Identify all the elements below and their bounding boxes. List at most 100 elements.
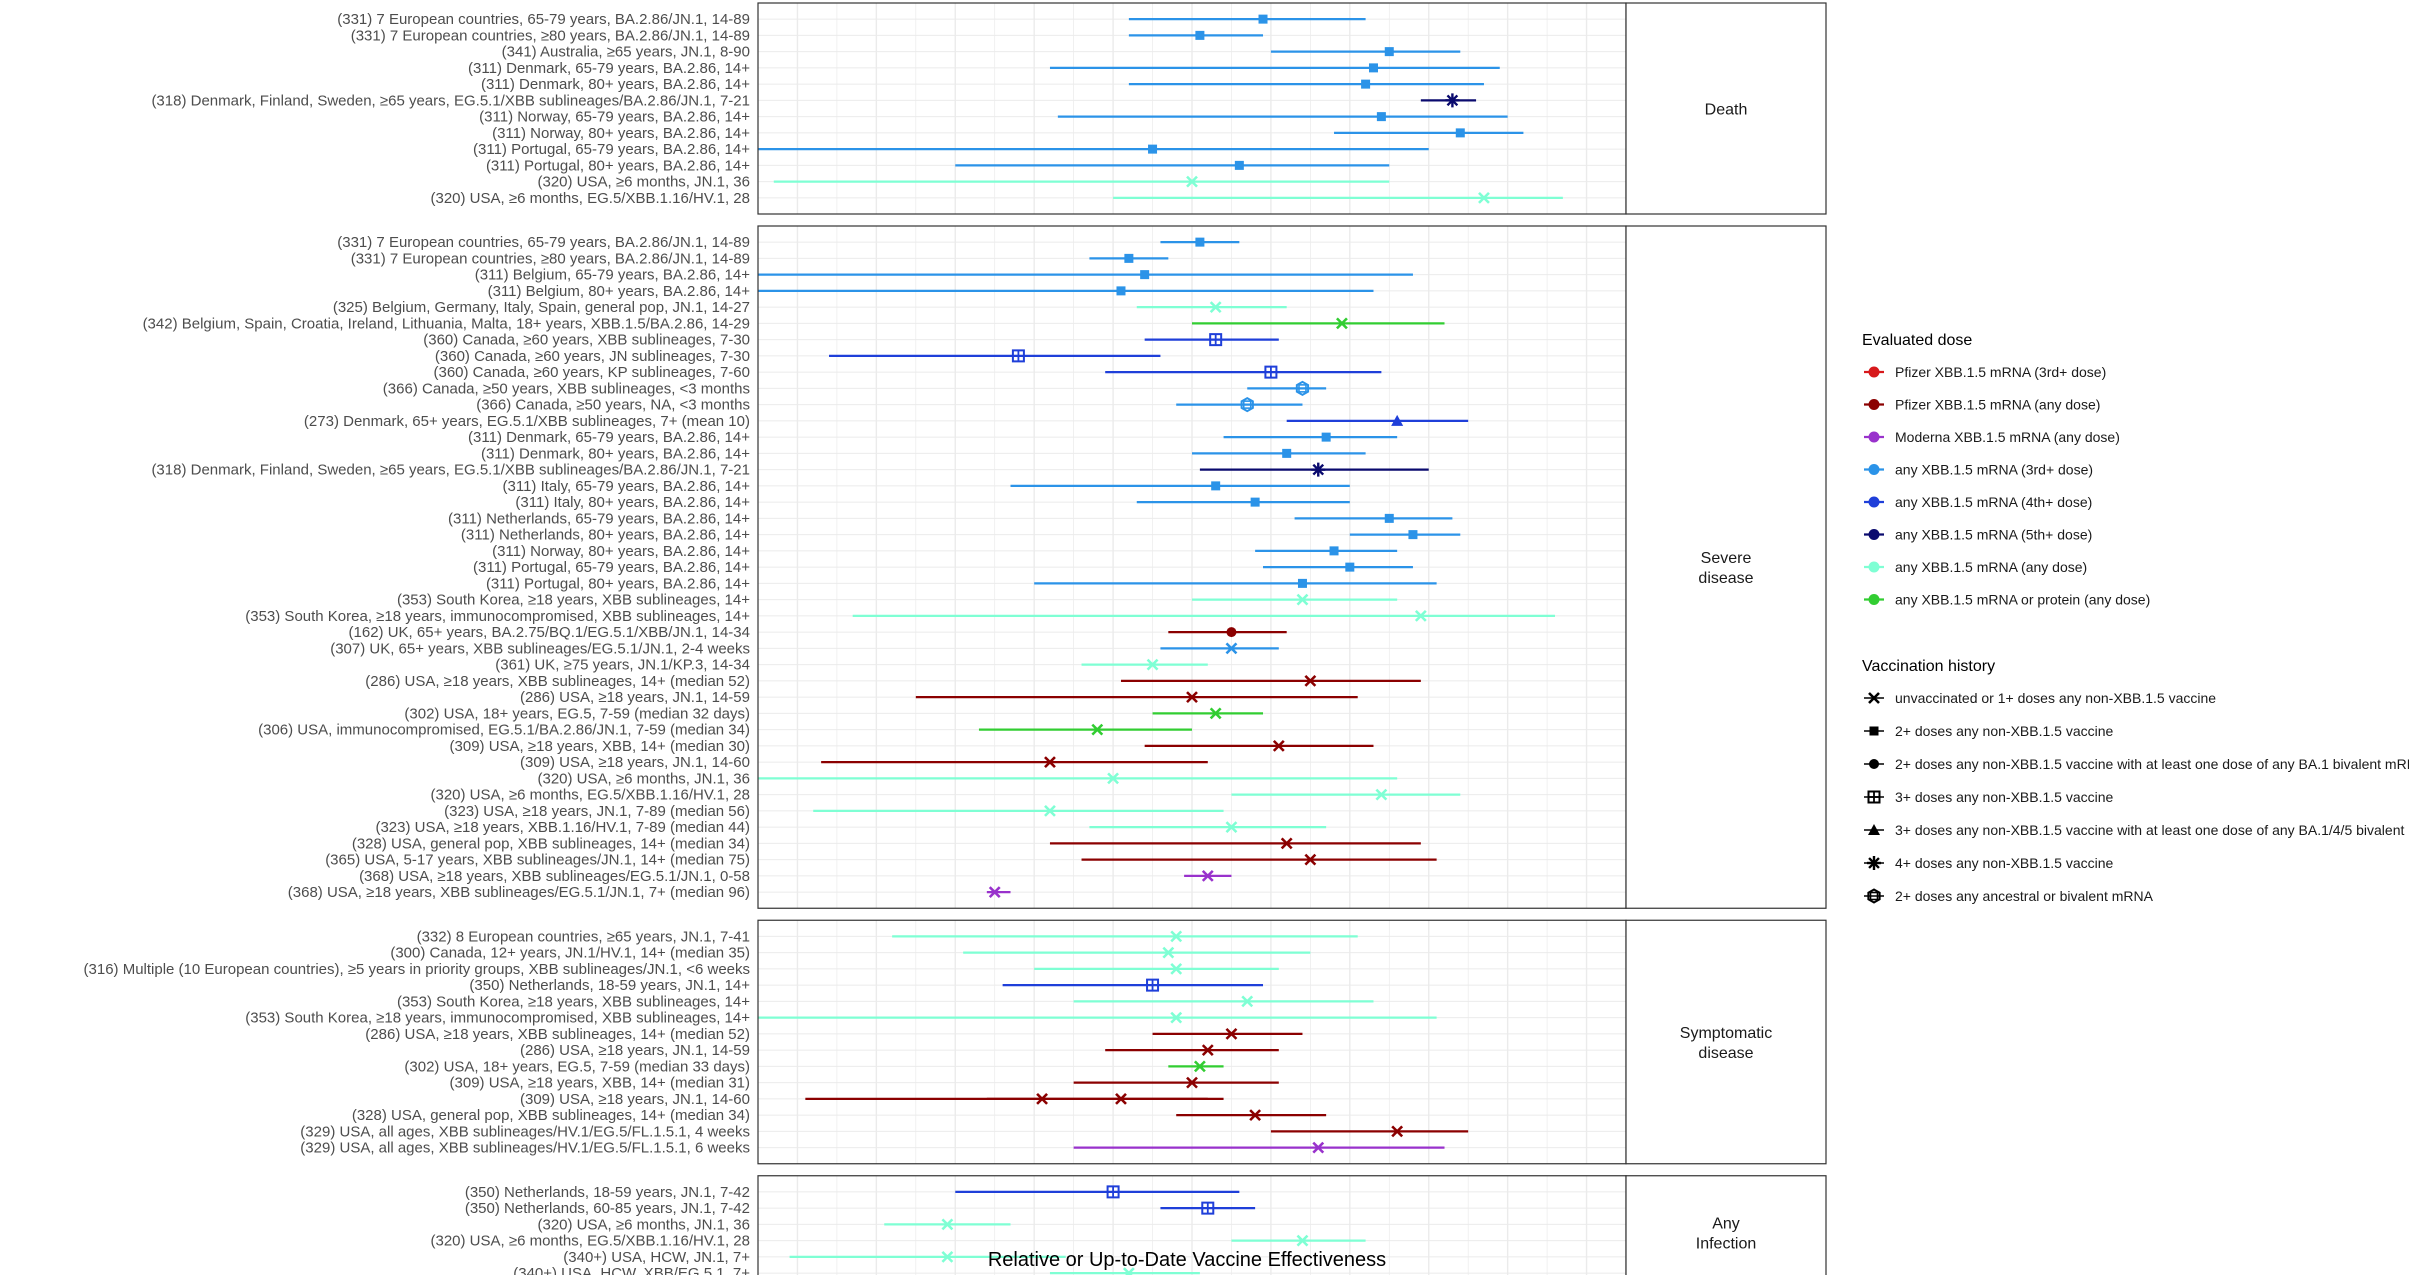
estimate-row: (316) Multiple (10 European countries), …	[84, 961, 1279, 978]
row-label: (311) Norway, 80+ years, BA.2.86, 14+	[492, 543, 750, 560]
facet-label: disease	[1698, 1045, 1753, 1062]
facet-strip	[1625, 919, 1827, 1165]
point-estimate	[1282, 448, 1292, 458]
estimate-row: (360) Canada, ≥60 years, KP sublineages,…	[434, 364, 1382, 381]
point-estimate	[1146, 978, 1160, 992]
row-label: (340+) USA, HCW, JN.1, 7+	[563, 1249, 750, 1266]
point-estimate	[1384, 47, 1394, 57]
estimate-row: (302) USA, 18+ years, EG.5, 7-59 (median…	[404, 705, 1264, 722]
estimate-row: (332) 8 European countries, ≥65 years, J…	[417, 928, 1358, 945]
legend-title-dose: Evaluated dose	[1862, 332, 1972, 349]
estimate-row: (365) USA, 5-17 years, XBB sublineages/J…	[325, 852, 1437, 869]
point-estimate	[1304, 853, 1317, 866]
point-estimate	[1146, 658, 1159, 671]
point-estimate	[1209, 707, 1222, 720]
estimate-row: (331) 7 European countries, 65-79 years,…	[337, 234, 1240, 251]
estimate-row: (318) Denmark, Finland, Sweden, ≥65 year…	[151, 92, 1477, 109]
row-label: (353) South Korea, ≥18 years, immunocomp…	[245, 1010, 750, 1027]
facet-strip	[1625, 2, 1827, 215]
point-estimate	[1361, 79, 1371, 89]
estimate-row: (311) Italy, 65-79 years, BA.2.86, 14+	[503, 478, 1350, 495]
legend-item-dose: any XBB.1.5 mRNA (3rd+ dose)	[1864, 462, 2093, 478]
row-label: (309) USA, ≥18 years, JN.1, 14-60	[520, 1091, 750, 1108]
legend-shape	[1867, 790, 1881, 804]
point-estimate	[1201, 869, 1214, 882]
legend-label: any XBB.1.5 mRNA or protein (any dose)	[1895, 592, 2150, 608]
point-estimate	[1162, 946, 1175, 959]
point-estimate	[1226, 627, 1237, 638]
row-label: (353) South Korea, ≥18 years, XBB sublin…	[397, 592, 750, 609]
point-estimate	[1311, 462, 1326, 477]
x-axis-title: Relative or Up-to-Date Vaccine Effective…	[988, 1249, 1386, 1271]
row-label: (286) USA, ≥18 years, JN.1, 14-59	[520, 1042, 750, 1059]
point-estimate	[1345, 562, 1355, 572]
row-label: (273) Denmark, 65+ years, EG.5.1/XBB sub…	[304, 413, 750, 430]
legend-item-history: 4+ doses any non-XBB.1.5 vaccine	[1864, 855, 2114, 871]
row-label: (331) 7 European countries, 65-79 years,…	[337, 11, 750, 28]
point-estimate	[1280, 837, 1293, 850]
row-label: (318) Denmark, Finland, Sweden, ≥65 year…	[151, 462, 750, 479]
estimate-row: (309) USA, ≥18 years, JN.1, 14-60	[520, 754, 1208, 771]
row-label: (360) Canada, ≥60 years, JN sublineages,…	[435, 348, 750, 365]
row-label: (360) Canada, ≥60 years, XBB sublineages…	[423, 332, 750, 349]
estimate-row: (328) USA, general pop, XBB sublineages,…	[352, 835, 1421, 852]
row-label: (300) Canada, 12+ years, JN.1/HV.1, 14+ …	[390, 945, 750, 962]
row-label: (350) Netherlands, 18-59 years, JN.1, 7-…	[465, 1184, 750, 1201]
estimate-row: (341) Australia, ≥65 years, JN.1, 8-90	[502, 44, 1461, 61]
legend-item-history: 3+ doses any non-XBB.1.5 vaccine	[1864, 789, 2114, 805]
point-estimate	[1414, 609, 1427, 622]
estimate-row: (302) USA, 18+ years, EG.5, 7-59 (median…	[404, 1058, 1224, 1075]
row-label: (342) Belgium, Spain, Croatia, Ireland, …	[143, 315, 750, 332]
legend-shape	[1869, 759, 1879, 769]
row-label: (318) Denmark, Finland, Sweden, ≥65 year…	[151, 92, 750, 109]
facet-label: Severe	[1701, 550, 1752, 567]
estimate-row: (309) USA, ≥18 years, XBB, 14+ (median 3…	[450, 738, 1374, 755]
row-label: (320) USA, ≥6 months, EG.5/XBB.1.16/HV.1…	[430, 787, 750, 804]
point-estimate	[941, 1218, 954, 1231]
legend-swatch-dot	[1868, 464, 1880, 475]
estimate-row: (361) UK, ≥75 years, JN.1/KP.3, 14-34	[495, 657, 1208, 674]
legend-label: Moderna XBB.1.5 mRNA (any dose)	[1895, 429, 2120, 445]
row-label: (368) USA, ≥18 years, XBB sublineages/EG…	[359, 868, 750, 885]
legend-swatch-dot	[1868, 399, 1880, 410]
point-estimate	[1148, 144, 1158, 154]
row-label: (325) Belgium, Germany, Italy, Spain, ge…	[333, 299, 750, 316]
legend-item-history: 3+ doses any non-XBB.1.5 vaccine with at…	[1864, 822, 2409, 838]
estimate-row: (331) 7 European countries, ≥80 years, B…	[351, 27, 1264, 44]
row-label: (320) USA, ≥6 months, JN.1, 36	[538, 1216, 751, 1233]
row-label: (361) UK, ≥75 years, JN.1/KP.3, 14-34	[495, 657, 750, 674]
estimate-row: (350) Netherlands, 18-59 years, JN.1, 14…	[469, 977, 1264, 994]
estimate-row: (320) USA, ≥6 months, EG.5/XBB.1.16/HV.1…	[430, 787, 1461, 804]
estimate-row: (307) UK, 65+ years, XBB sublineages/EG.…	[330, 640, 1279, 657]
estimate-row: (320) USA, ≥6 months, JN.1, 36	[538, 1216, 1011, 1233]
point-estimate	[941, 1250, 954, 1263]
row-label: (320) USA, ≥6 months, JN.1, 36	[538, 174, 751, 191]
estimate-row: (320) USA, ≥6 months, JN.1, 36	[538, 174, 1390, 191]
estimate-row: (311) Norway, 80+ years, BA.2.86, 14+	[492, 543, 1398, 560]
point-estimate	[1186, 1076, 1198, 1089]
point-estimate	[1201, 1201, 1215, 1215]
legend-label: Pfizer XBB.1.5 mRNA (any dose)	[1895, 397, 2100, 413]
legend-item-history: 2+ doses any ancestral or bivalent mRNA	[1864, 888, 2154, 904]
row-label: (368) USA, ≥18 years, XBB sublineages/EG…	[288, 884, 750, 901]
row-label: (162) UK, 65+ years, BA.2.75/BQ.1/EG.5.1…	[349, 624, 750, 641]
row-label: (306) USA, immunocompromised, EG.5.1/BA.…	[258, 722, 750, 739]
point-estimate	[1258, 14, 1268, 24]
point-estimate	[1304, 674, 1317, 687]
legend-shape	[1868, 824, 1880, 835]
legend-label: Pfizer XBB.1.5 mRNA (3rd+ dose)	[1895, 364, 2106, 380]
legend-label: 2+ doses any non-XBB.1.5 vaccine with at…	[1895, 756, 2409, 772]
point-estimate	[1455, 128, 1465, 138]
row-label: (311) Denmark, 65-79 years, BA.2.86, 14+	[468, 429, 750, 446]
point-estimate	[1297, 578, 1307, 588]
legend-item-dose: any XBB.1.5 mRNA (any dose)	[1864, 559, 2087, 575]
row-label: (286) USA, ≥18 years, JN.1, 14-59	[520, 689, 750, 706]
point-estimate	[1391, 1125, 1404, 1138]
point-estimate	[1391, 414, 1404, 426]
estimate-row: (311) Denmark, 80+ years, BA.2.86, 14+	[481, 445, 1366, 462]
estimate-row: (286) USA, ≥18 years, XBB sublineages, 1…	[365, 673, 1421, 690]
row-label: (309) USA, ≥18 years, XBB, 14+ (median 3…	[450, 1075, 750, 1092]
point-estimate	[1225, 821, 1238, 834]
estimate-row: (318) Denmark, Finland, Sweden, ≥65 year…	[151, 462, 1429, 479]
